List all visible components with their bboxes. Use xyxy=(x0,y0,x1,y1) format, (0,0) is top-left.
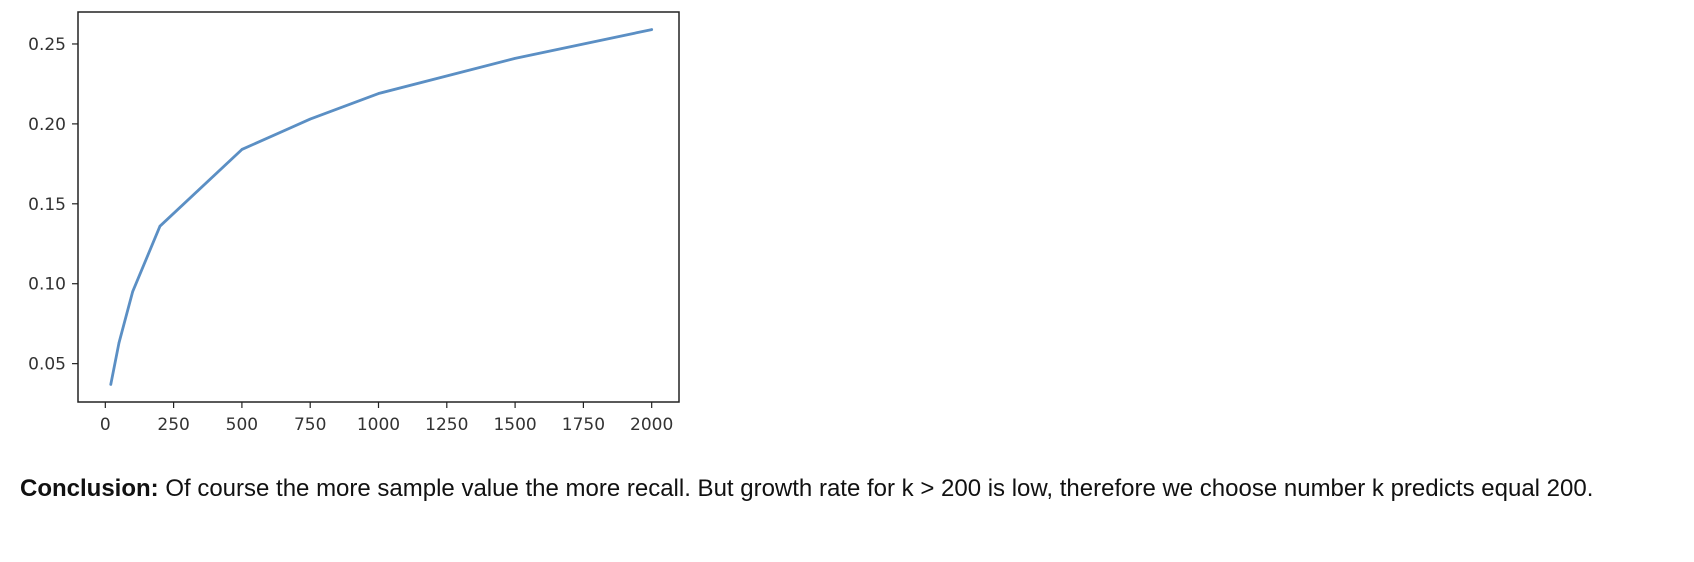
data-point xyxy=(309,117,312,121)
x-tick-label: 1250 xyxy=(425,415,468,435)
conclusion-label: Conclusion: xyxy=(20,475,159,502)
data-point xyxy=(109,383,112,386)
data-point xyxy=(650,28,653,31)
recall-line-chart: 0 250 500 750 1000 1250 1500 1750 2000 0.050.100… xyxy=(28,11,680,435)
y-axis-ticks: 0.05 0.10 0.15 0.20 0.25 xyxy=(28,35,78,375)
data-point xyxy=(158,224,162,228)
y-tick-label: 0.25 xyxy=(28,35,66,55)
series-line xyxy=(109,28,654,386)
x-tick-label: 0 xyxy=(100,415,111,435)
x-tick-label: 250 xyxy=(157,415,189,435)
x-axis-ticks: 0 250 500 750 1000 1250 1500 1750 2000 xyxy=(100,402,673,435)
x-tick-label: 750 xyxy=(294,415,326,435)
data-point xyxy=(240,148,244,151)
data-point xyxy=(513,57,517,60)
conclusion-paragraph: Conclusion: Of course the more sample va… xyxy=(20,470,1680,508)
data-point xyxy=(377,92,380,95)
x-tick-label: 1000 xyxy=(357,415,400,435)
data-point xyxy=(131,290,134,293)
x-tick-label: 500 xyxy=(226,415,258,435)
data-point xyxy=(117,341,121,345)
plot-frame xyxy=(77,11,680,403)
y-tick-label: 0.15 xyxy=(28,195,66,215)
y-tick-label: 0.05 xyxy=(28,355,66,375)
y-tick-label: 0.10 xyxy=(28,275,66,295)
x-tick-label: 1500 xyxy=(493,415,536,435)
conclusion-text: Of course the more sample value the more… xyxy=(158,475,1594,502)
x-tick-label: 1750 xyxy=(562,415,605,435)
series-points xyxy=(109,28,653,386)
x-tick-label: 2000 xyxy=(630,415,673,435)
y-tick-label: 0.20 xyxy=(28,115,66,135)
